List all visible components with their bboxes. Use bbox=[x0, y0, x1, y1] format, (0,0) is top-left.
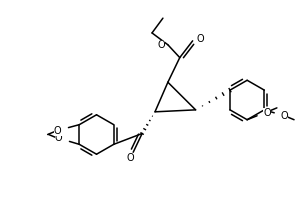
Text: O: O bbox=[280, 111, 288, 121]
Text: O: O bbox=[54, 126, 62, 136]
Text: O: O bbox=[263, 108, 271, 118]
Text: O: O bbox=[55, 134, 63, 143]
Text: O: O bbox=[126, 153, 134, 163]
Text: O: O bbox=[197, 34, 204, 44]
Text: O: O bbox=[157, 40, 165, 50]
